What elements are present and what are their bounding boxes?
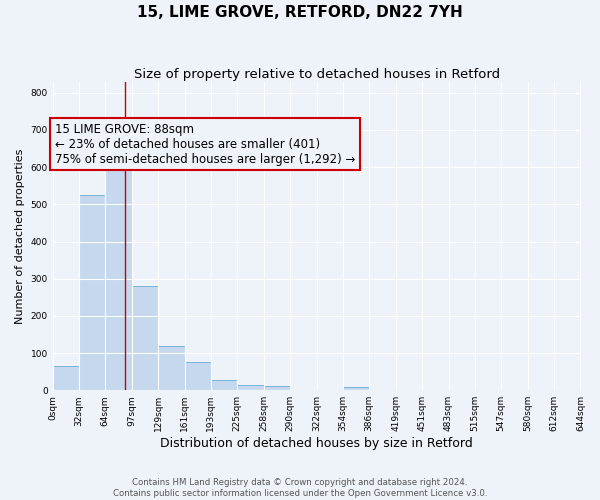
Bar (158, 346, 185, 390)
Bar (105, 167, 132, 390)
Bar (237, 384, 264, 390)
Text: Contains HM Land Registry data © Crown copyright and database right 2024.
Contai: Contains HM Land Registry data © Crown c… (113, 478, 487, 498)
Text: 15 LIME GROVE: 88sqm
← 23% of detached houses are smaller (401)
75% of semi-deta: 15 LIME GROVE: 88sqm ← 23% of detached h… (55, 122, 356, 166)
Bar (132, 286, 158, 390)
Text: 15, LIME GROVE, RETFORD, DN22 7YH: 15, LIME GROVE, RETFORD, DN22 7YH (137, 5, 463, 20)
Y-axis label: Number of detached properties: Number of detached properties (15, 148, 25, 324)
Bar (211, 380, 237, 390)
Bar (343, 387, 369, 390)
Bar (264, 386, 290, 390)
X-axis label: Distribution of detached houses by size in Retford: Distribution of detached houses by size … (160, 437, 473, 450)
Bar (53, 366, 79, 390)
Bar (185, 362, 211, 390)
Bar (79, 195, 105, 390)
Title: Size of property relative to detached houses in Retford: Size of property relative to detached ho… (134, 68, 500, 80)
